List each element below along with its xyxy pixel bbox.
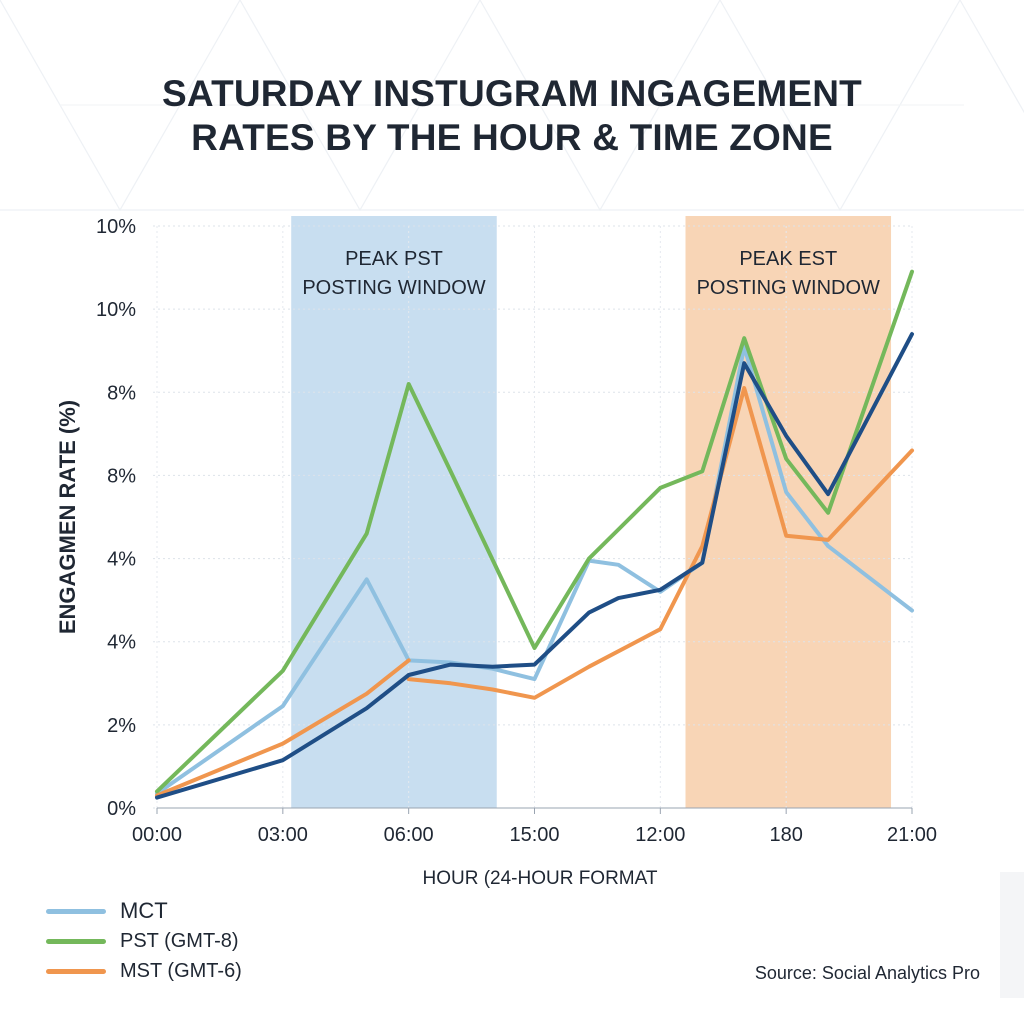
corner-panel — [1000, 872, 1024, 998]
y-tick-label-2: 4% — [107, 632, 136, 654]
y-tick-label-3: 4% — [107, 549, 136, 571]
shaded-window-1 — [685, 216, 892, 808]
y-axis-title: ENGAGMEN RATE (%) — [55, 400, 80, 634]
title-line-2: RATES BY THE HOUR & TIME ZONE — [191, 117, 833, 158]
chart-title: SATURDAY INSTUGRAM INGAGEMENT RATES BY T… — [60, 72, 964, 160]
y-tick-label-5: 8% — [107, 382, 136, 404]
y-tick-label-1: 2% — [107, 715, 136, 737]
window-label-0-1: POSTING WINDOW — [302, 277, 485, 299]
source-note: Source: Social Analytics Pro — [754, 963, 980, 983]
series-line-4 — [155, 332, 914, 800]
legend: MCT PST (GMT-8) MST (GMT-6) — [46, 896, 242, 986]
y-tick-label-0: 0% — [107, 798, 136, 820]
legend-item-mst: MST (GMT-6) — [46, 956, 242, 986]
shaded-window-0 — [291, 216, 497, 808]
legend-label-pst: PST (GMT-8) — [120, 929, 239, 952]
series-line-3 — [406, 386, 914, 700]
series-line-1 — [155, 269, 914, 794]
x-tick-label-4: 12:00 — [635, 824, 685, 846]
title-line-1: SATURDAY INSTUGRAM INGAGEMENT — [162, 73, 862, 114]
x-tick-label-3: 15:00 — [509, 824, 559, 846]
x-tick-label-6: 21:00 — [887, 824, 937, 846]
legend-label-mst: MST (GMT-6) — [120, 959, 242, 982]
window-label-1-0: PEAK EST — [739, 248, 837, 270]
window-label-0-0: PEAK PST — [345, 248, 443, 270]
legend-label-mct: MCT — [120, 898, 168, 923]
series-line-2 — [155, 658, 411, 798]
legend-swatch-pst — [46, 938, 106, 944]
x-axis-title: HOUR (24-HOUR FORMAT — [422, 868, 658, 889]
y-tick-label-4: 8% — [107, 465, 136, 487]
window-label-1-1: POSTING WINDOW — [697, 277, 880, 299]
legend-item-pst: PST (GMT-8) — [46, 926, 242, 956]
legend-swatch-mct — [46, 908, 106, 914]
y-tick-label-7: 10% — [96, 216, 136, 238]
y-tick-label-6: 10% — [96, 299, 136, 321]
x-tick-label-2: 06:00 — [384, 824, 434, 846]
x-tick-label-5: 180 — [769, 824, 802, 846]
legend-swatch-mst — [46, 968, 106, 974]
x-tick-label-0: 00:00 — [132, 824, 182, 846]
legend-item-mct: MCT — [46, 896, 242, 926]
x-tick-label-1: 03:00 — [258, 824, 308, 846]
